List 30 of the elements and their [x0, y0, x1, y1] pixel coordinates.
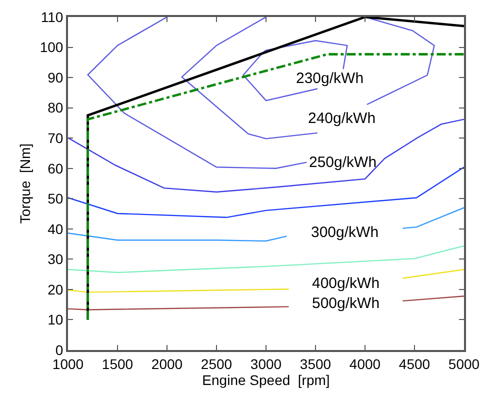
x-tick-label: 1500 [102, 356, 134, 372]
x-tick-label: 1000 [52, 356, 84, 372]
y-tick-label: 30 [48, 251, 64, 268]
line-series [68, 245, 464, 274]
y-tick-label: 20 [48, 281, 64, 298]
series-label: 230g/kWh [296, 70, 364, 87]
x-tick-label: 4500 [398, 356, 430, 372]
x-tick-label: 2500 [200, 356, 232, 372]
y-tick-label: 90 [48, 69, 64, 86]
x-axis-title: Engine Speed [rpm] [202, 372, 330, 388]
x-tick-label: 3000 [250, 356, 282, 372]
x-tick-label: 5000 [448, 356, 480, 372]
series-label: 500g/kWh [312, 295, 380, 312]
x-tick-label: 4000 [349, 356, 381, 372]
x-tick-label: 3500 [300, 356, 332, 372]
y-tick-label: 80 [48, 100, 64, 116]
y-tick-label: 50 [48, 190, 64, 207]
y-tick-label: 70 [48, 130, 64, 146]
y-tick-label: 10 [48, 312, 64, 328]
y-tick-label: 40 [48, 220, 64, 237]
y-tick-label: 110 [40, 8, 64, 25]
y-tick-label: 60 [48, 160, 64, 176]
x-tick-label: 2000 [151, 356, 183, 372]
series-label: 240g/kWh [308, 110, 376, 127]
series-label: 250g/kWh [309, 154, 377, 171]
series-label: 300g/kWh [311, 224, 379, 241]
y-tick-label: 0 [55, 342, 64, 358]
y-axis-title: Torque [Nm] [16, 143, 33, 224]
series-label: 400g/kWh [312, 275, 380, 292]
y-tick-label: 100 [40, 39, 64, 56]
